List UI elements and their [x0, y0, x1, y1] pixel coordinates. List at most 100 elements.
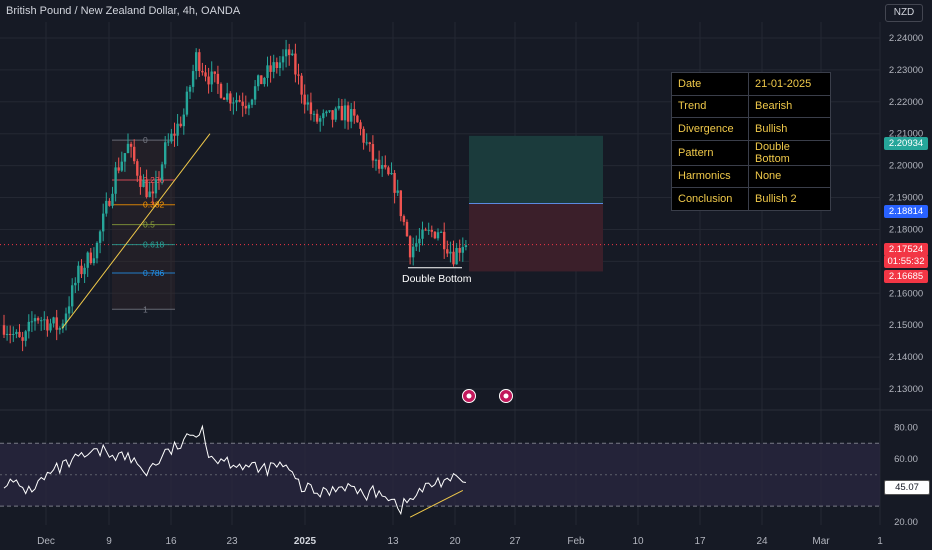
candle-body [61, 323, 65, 329]
candle-body [418, 238, 421, 244]
candle-body [393, 172, 396, 193]
table-key: Conclusion [671, 187, 749, 211]
candle-body [343, 105, 347, 121]
candle-body [64, 313, 68, 324]
candle-body [291, 53, 294, 56]
time-tick-label: 20 [449, 536, 461, 547]
candle-body [98, 231, 102, 243]
time-tick-label: 13 [387, 536, 399, 547]
candle-body [30, 321, 34, 323]
candle-body [77, 265, 80, 283]
candles [2, 39, 468, 352]
fib-level-label: 0.786 [143, 268, 165, 278]
candle-body [381, 164, 384, 169]
candle-body [232, 102, 235, 104]
candle-body [455, 248, 458, 265]
time-tick-label: 16 [165, 536, 177, 547]
candle-body [95, 242, 99, 259]
candle-body [402, 216, 406, 222]
candle-body [80, 265, 83, 275]
candle-body [83, 267, 86, 275]
candle-body [356, 115, 359, 123]
candle-body [170, 133, 173, 142]
candle-body [213, 71, 216, 74]
candle-body [12, 333, 15, 335]
candle-body [436, 232, 440, 239]
table-row: Divergence Bullish [671, 117, 831, 141]
candle-body [253, 86, 257, 100]
candle-body [145, 179, 148, 198]
candle-body [111, 193, 114, 206]
candle-body [387, 167, 390, 175]
candle-body [216, 73, 220, 84]
table-value: Double Bottom [748, 139, 831, 166]
table-row: Trend Bearish [671, 94, 831, 118]
candle-body [49, 323, 52, 331]
economic-event-icon-core [466, 393, 472, 399]
candle-body [18, 331, 21, 338]
candle-body [207, 76, 210, 85]
time-tick-label: Feb [567, 536, 585, 547]
candle-body [123, 153, 127, 162]
grid [0, 22, 932, 525]
candle-body [201, 70, 204, 73]
candle-body [275, 62, 278, 68]
candle-body [421, 229, 424, 239]
candle-body [191, 71, 195, 87]
table-row: Harmonics None [671, 164, 831, 188]
candle-body [452, 251, 455, 265]
candle-body [185, 91, 189, 115]
candle-body [15, 331, 18, 334]
candle-body [219, 83, 223, 98]
economic-event-icon-core [503, 393, 509, 399]
candle-body [396, 190, 399, 193]
candle-body [359, 122, 362, 129]
candle-body [390, 172, 393, 175]
candle-body [309, 102, 313, 115]
take-profit-price-label: 2.20934 [884, 137, 928, 150]
candle-body [139, 175, 142, 187]
stop-loss-price-label: 2.16685 [884, 270, 928, 283]
rsi-tick-label: 80.00 [894, 423, 918, 434]
fib-level-label: 0.618 [143, 240, 165, 250]
candle-body [129, 143, 133, 147]
candle-body [263, 77, 266, 85]
candle-body [443, 231, 446, 250]
candle-body [337, 105, 340, 109]
candle-body [446, 249, 449, 254]
candle-body [362, 128, 365, 143]
candle-body [182, 114, 185, 127]
candle-body [89, 252, 92, 264]
candle-body [365, 142, 368, 144]
candle-body [74, 282, 77, 286]
candle-body [67, 306, 71, 314]
candle-body [164, 142, 167, 165]
candle-body [188, 86, 192, 92]
candle-body [167, 141, 170, 143]
bar-countdown-label: 01:55:32 [884, 255, 928, 268]
candle-body [300, 75, 303, 95]
table-row: Conclusion Bullish 2 [671, 187, 831, 211]
candle-body [319, 118, 322, 122]
candle-body [195, 52, 198, 72]
time-tick-label: 17 [694, 536, 706, 547]
time-tick-label: 1 [877, 536, 883, 547]
stop-loss-zone [469, 203, 603, 272]
candle-body [303, 94, 306, 105]
candle-body [408, 236, 412, 258]
candle-body [244, 105, 247, 109]
time-tick-label: 2025 [294, 536, 317, 547]
candle-body [229, 93, 232, 104]
currency-button[interactable]: NZD [885, 4, 923, 22]
candle-body [458, 248, 461, 253]
candle-body [260, 75, 263, 85]
candle-body [272, 62, 275, 72]
entry-price-label: 2.18814 [884, 205, 928, 218]
candle-body [449, 251, 452, 254]
candle-body [424, 229, 427, 231]
candle-body [102, 213, 105, 232]
analysis-table: Date 21-01-2025 Trend Bearish Divergence Bu… [671, 72, 831, 211]
symbol-title[interactable]: British Pound / New Zealand Dollar, 4h, … [6, 5, 241, 17]
candle-body [179, 123, 182, 127]
